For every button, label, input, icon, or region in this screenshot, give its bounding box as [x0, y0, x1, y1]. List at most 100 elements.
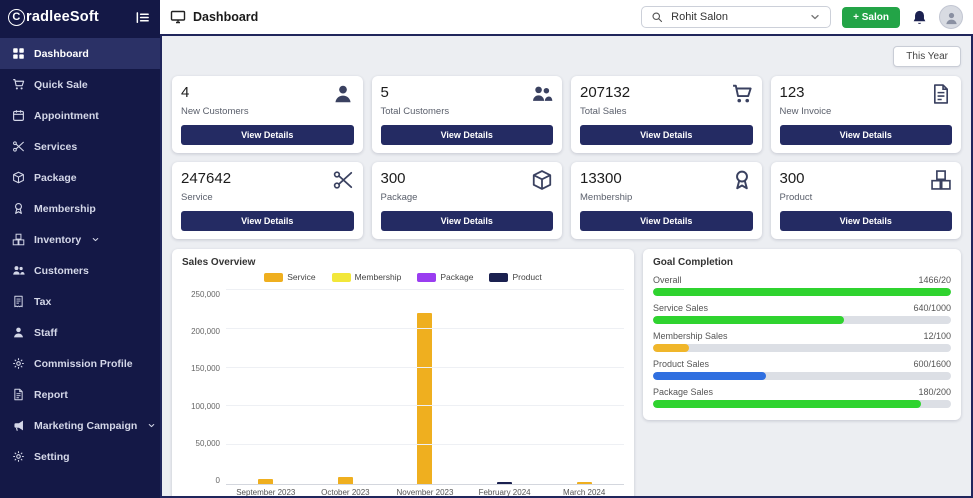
- boxes-icon: [12, 233, 25, 246]
- sidebar-item-label: Appointment: [34, 109, 99, 122]
- sidebar-item-dashboard[interactable]: Dashboard: [0, 38, 160, 69]
- goal-progress-fill: [653, 400, 922, 408]
- stat-card-package: 300 Package View Details: [371, 162, 562, 239]
- goal-label: Overall: [653, 275, 682, 285]
- chart-plot-area: [226, 289, 624, 485]
- add-salon-button[interactable]: + Salon: [842, 6, 900, 28]
- avatar[interactable]: [939, 5, 963, 29]
- sidebar-item-setting[interactable]: Setting: [0, 441, 160, 472]
- sidebar-item-inventory[interactable]: Inventory: [0, 224, 160, 255]
- goal-progress-track: [653, 316, 951, 324]
- sidebar-item-label: Customers: [34, 264, 89, 277]
- sidebar-item-services[interactable]: Services: [0, 131, 160, 162]
- main-content: This Year 4 New Customers View Details 5 Tot…: [160, 34, 973, 498]
- calendar-icon: [12, 109, 25, 122]
- stat-card-total-customers: 5 Total Customers View Details: [371, 76, 562, 153]
- view-details-button[interactable]: View Details: [181, 211, 354, 231]
- sidebar-item-label: Report: [34, 388, 68, 401]
- grid-icon: [12, 47, 25, 60]
- stats-grid: 4 New Customers View Details 5 Total Custome…: [172, 76, 961, 239]
- chart-y-axis: 250,000 200,000 150,000 100,000 50,000 0: [182, 290, 226, 485]
- box-icon: [12, 171, 25, 184]
- gear-icon: [12, 450, 25, 463]
- goal-rows: Overall 1466/20 Service Sales 640/1000 Membe…: [653, 275, 951, 408]
- bar-service-november-2023: [417, 313, 433, 484]
- stat-card-new-customers: 4 New Customers View Details: [172, 76, 363, 153]
- sidebar-item-label: Dashboard: [34, 47, 89, 60]
- legend-item-product[interactable]: Product: [489, 272, 542, 282]
- chart-legend: Service Membership Package Product: [182, 272, 624, 282]
- gridline: [226, 444, 624, 446]
- view-details-button[interactable]: View Details: [380, 125, 553, 145]
- x-tick-label: November 2023: [396, 488, 454, 497]
- goal-value: 1466/20: [918, 275, 951, 285]
- sidebar-item-customers[interactable]: Customers: [0, 255, 160, 286]
- stat-label: Product: [779, 192, 813, 203]
- brand-name: radleeSoft: [26, 9, 99, 25]
- goal-progress-fill: [653, 288, 951, 296]
- sidebar-item-staff[interactable]: Staff: [0, 317, 160, 348]
- view-details-button[interactable]: View Details: [580, 125, 753, 145]
- stat-card-product: 300 Product View Details: [770, 162, 961, 239]
- sidebar-item-appointment[interactable]: Appointment: [0, 100, 160, 131]
- goal-value: 640/1000: [913, 303, 951, 313]
- goal-progress-track: [653, 372, 951, 380]
- monitor-icon: [170, 9, 186, 25]
- cart-icon: [731, 83, 753, 105]
- y-tick-label: 150,000: [191, 364, 220, 374]
- legend-label: Membership: [354, 272, 402, 282]
- goal-row-head: Membership Sales 12/100: [653, 331, 951, 341]
- box-icon: [531, 169, 553, 191]
- people-icon: [12, 264, 25, 277]
- chart-x-axis: September 2023 October 2023 November 2023 F…: [182, 488, 624, 497]
- view-details-button[interactable]: View Details: [181, 125, 354, 145]
- person-icon: [12, 326, 25, 339]
- legend-label: Package: [440, 272, 474, 282]
- sidebar-toggle-icon[interactable]: [135, 10, 150, 25]
- legend-item-service[interactable]: Service: [264, 272, 316, 282]
- goal-progress-fill: [653, 372, 767, 380]
- legend-item-membership[interactable]: Membership: [331, 272, 402, 282]
- sidebar-item-marketing-campaign[interactable]: Marketing Campaign: [0, 410, 160, 441]
- sidebar-item-membership[interactable]: Membership: [0, 193, 160, 224]
- view-details-button[interactable]: View Details: [779, 211, 952, 231]
- salon-selector-value: Rohit Salon: [671, 11, 729, 23]
- award-icon: [731, 169, 753, 191]
- chevron-down-icon: [91, 235, 100, 244]
- bar-group-march-2024: [576, 290, 592, 484]
- stat-card-top: 207132: [580, 83, 753, 105]
- sidebar-item-report[interactable]: Report: [0, 379, 160, 410]
- panels-row: Sales Overview Service Membership Package P…: [172, 249, 961, 497]
- stat-card-top: 247642: [181, 169, 354, 191]
- scissors-icon: [12, 140, 25, 153]
- page-title: Dashboard: [170, 9, 258, 25]
- stat-value: 13300: [580, 170, 622, 187]
- period-filter-row: This Year: [172, 46, 961, 67]
- bar-group-november-2023: [417, 290, 433, 484]
- goal-row-membership-sales: Membership Sales 12/100: [653, 331, 951, 352]
- bell-icon[interactable]: [911, 9, 928, 26]
- sidebar-item-label: Commission Profile: [34, 357, 133, 370]
- sidebar-item-commission-profile[interactable]: Commission Profile: [0, 348, 160, 379]
- sidebar-item-tax[interactable]: Tax: [0, 286, 160, 317]
- stat-label: Package: [380, 192, 418, 203]
- chevron-down-icon: [147, 421, 156, 430]
- sidebar-item-label: Marketing Campaign: [34, 419, 138, 432]
- period-filter-button[interactable]: This Year: [893, 46, 961, 67]
- view-details-button[interactable]: View Details: [779, 125, 952, 145]
- bar-service-october-2023: [337, 477, 353, 484]
- sidebar-menu: Dashboard Quick Sale Appointment Services Pa…: [0, 38, 160, 472]
- legend-swatch: [489, 272, 509, 282]
- goal-value: 600/1600: [913, 359, 951, 369]
- stat-card-top: 5: [381, 83, 554, 105]
- legend-item-package[interactable]: Package: [417, 272, 473, 282]
- sidebar-item-quick-sale[interactable]: Quick Sale: [0, 69, 160, 100]
- boxes-icon: [930, 169, 952, 191]
- sidebar-item-package[interactable]: Package: [0, 162, 160, 193]
- y-tick-label: 100,000: [191, 401, 220, 411]
- salon-selector[interactable]: Rohit Salon: [641, 6, 832, 28]
- view-details-button[interactable]: View Details: [580, 211, 753, 231]
- view-details-button[interactable]: View Details: [380, 211, 553, 231]
